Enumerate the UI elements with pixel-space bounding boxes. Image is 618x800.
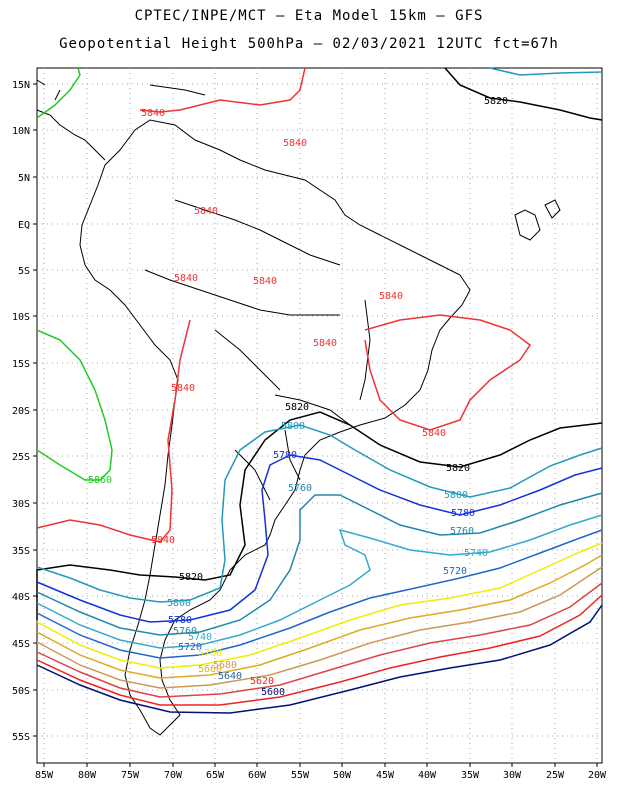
country-borders <box>144 199 371 501</box>
lon-tick-label: 45W <box>376 770 395 781</box>
contour-label: 5620 <box>250 676 274 687</box>
contour-line <box>36 319 191 543</box>
contour-label: 5700 <box>198 648 222 659</box>
contour-line <box>36 492 603 636</box>
lat-tick-label: 5N <box>18 173 30 184</box>
contour-label: 5840 <box>151 535 175 546</box>
contour-label: 5780 <box>168 615 192 626</box>
lon-tick-label: 50W <box>333 770 352 781</box>
lon-tick-label: 80W <box>78 770 97 781</box>
lon-tick-label: 40W <box>418 770 437 781</box>
contour-label: 5840 <box>379 291 403 302</box>
contour-line <box>36 604 603 714</box>
lat-tick-label: 25S <box>12 452 30 463</box>
contour-label: 5780 <box>451 508 475 519</box>
contour-label: 5600 <box>261 687 285 698</box>
contour-line <box>36 514 603 649</box>
contour-label: 5800 <box>281 421 305 432</box>
contour-line <box>36 594 603 706</box>
height-contours <box>36 67 603 714</box>
contour-line <box>36 566 603 689</box>
contour-label: 5720 <box>443 566 467 577</box>
contour-label: 5760 <box>173 626 197 637</box>
lon-tick-label: 30W <box>503 770 522 781</box>
contour-line <box>36 542 603 669</box>
contour-label: 5840 <box>141 108 165 119</box>
lat-tick-label: 50S <box>12 686 30 697</box>
lat-tick-label: 55S <box>12 732 30 743</box>
contour-line <box>364 314 532 431</box>
contour-label: 5840 <box>174 273 198 284</box>
chart-title-line2: Geopotential Height 500hPa – 02/03/2021 … <box>59 36 559 52</box>
contour-line <box>36 582 603 698</box>
contour-label: 5800 <box>444 490 468 501</box>
contour-label: 5760 <box>288 483 312 494</box>
contour-label: 5640 <box>218 671 242 682</box>
contour-label: 5840 <box>422 428 446 439</box>
contour-label: 5820 <box>179 572 203 583</box>
contour-label: 5780 <box>273 450 297 461</box>
lon-tick-label: 20W <box>588 770 607 781</box>
lat-tick-label: 10N <box>12 126 30 137</box>
contour-labels: 5840 5840 5840 5840 5840 5840 5840 5840 5840 5840… <box>88 96 508 698</box>
contour-label: 5840 <box>283 138 307 149</box>
map-frame <box>36 67 603 764</box>
contour-label: 5740 <box>188 632 212 643</box>
contour-line <box>36 411 603 620</box>
lon-tick-label: 75W <box>121 770 140 781</box>
lat-tick-label: 20S <box>12 406 30 417</box>
cuba-island <box>149 84 206 96</box>
contour-label: 5760 <box>450 526 474 537</box>
contour-label: 5820 <box>484 96 508 107</box>
contour-label: 5800 <box>167 598 191 609</box>
lat-tick-label: EQ <box>18 220 30 231</box>
lon-tick-label: 65W <box>206 770 225 781</box>
contour-label: 5680 <box>213 660 237 671</box>
chart-title-line1: CPTEC/INPE/MCT – Eta Model 15km – GFS <box>134 8 484 24</box>
contour-label: 5820 <box>446 463 470 474</box>
axis-tick-labels: 15N 10N 5N EQ 5S 10S 15S 20S 25S 30S 35S 40S 45S 50S 5… <box>12 80 607 781</box>
lat-tick-label: 40S <box>12 592 30 603</box>
lat-tick-label: 45S <box>12 639 30 650</box>
lat-lon-grid <box>33 68 602 767</box>
contour-line <box>444 67 603 121</box>
contour-label: 5860 <box>88 475 112 486</box>
lat-tick-label: 15N <box>12 80 30 91</box>
contour-label: 5840 <box>313 338 337 349</box>
africa-coast <box>514 199 561 241</box>
central-america <box>36 79 106 161</box>
lon-tick-label: 35W <box>461 770 480 781</box>
lon-tick-label: 85W <box>35 770 54 781</box>
contour-line <box>36 67 81 119</box>
lon-tick-label: 55W <box>291 770 310 781</box>
contour-label: 5720 <box>178 642 202 653</box>
contour-label: 5840 <box>171 383 195 394</box>
contour-line <box>36 554 603 679</box>
lat-tick-label: 30S <box>12 499 30 510</box>
contour-line <box>36 424 603 603</box>
lat-tick-label: 10S <box>12 312 30 323</box>
contour-label: 5740 <box>464 548 488 559</box>
contour-line <box>36 329 113 481</box>
lat-tick-label: 15S <box>12 359 30 370</box>
contour-label: 5840 <box>253 276 277 287</box>
contour-line <box>36 529 603 659</box>
lat-tick-label: 5S <box>18 266 30 277</box>
contour-label: 5820 <box>285 402 309 413</box>
lon-tick-label: 25W <box>546 770 565 781</box>
contour-label: 5660 <box>198 664 222 675</box>
contour-line <box>139 67 306 113</box>
contour-line <box>36 454 603 623</box>
contour-line <box>489 67 603 76</box>
lat-tick-label: 35S <box>12 546 30 557</box>
lon-tick-label: 60W <box>248 770 267 781</box>
contour-label: 5840 <box>194 206 218 217</box>
lon-tick-label: 70W <box>164 770 183 781</box>
